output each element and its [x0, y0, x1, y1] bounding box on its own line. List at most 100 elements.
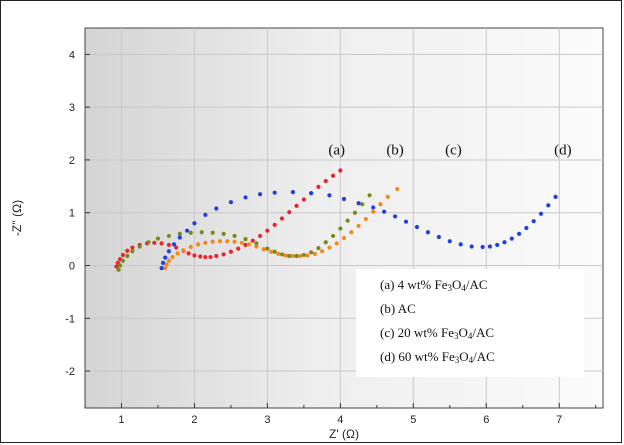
series-3-point: [228, 200, 234, 205]
series-2-point: [360, 202, 365, 207]
series-1-point: [341, 235, 347, 241]
y-tick-label: -1: [65, 313, 75, 325]
series-1-point: [283, 253, 288, 258]
series-3-point: [509, 236, 514, 241]
series-3-point: [403, 219, 409, 224]
series-3-point: [414, 224, 420, 230]
series-3-point: [356, 201, 361, 206]
legend-entry-mid: O: [452, 277, 462, 292]
legend-entry: (d) 60 wt% Fe3O4/AC: [380, 349, 495, 365]
series-0-point: [152, 240, 157, 245]
series-3-point: [436, 234, 441, 240]
series-3-point: [425, 230, 431, 235]
series-2-point: [210, 230, 215, 235]
series-3-point: [243, 195, 248, 200]
series-1-point: [276, 251, 281, 256]
series-1-point: [261, 247, 266, 252]
series-2-point: [330, 233, 336, 239]
y-tick-label: 1: [69, 208, 75, 220]
series-1-point: [349, 230, 354, 235]
legend-entry: (b) AC: [380, 301, 416, 317]
series-3-point: [341, 196, 347, 202]
series-0-point: [330, 173, 336, 178]
series-3-point: [163, 255, 168, 260]
series-3-point: [480, 244, 485, 250]
y-axis-title: -Z'' (Ω): [10, 200, 24, 236]
legend-entry-mid: O: [459, 349, 469, 364]
axis-ticks: [84, 53, 597, 408]
series-2-point: [367, 193, 372, 198]
series-0-point: [159, 241, 164, 246]
series-2-point: [309, 250, 314, 255]
series-3-point: [546, 203, 551, 208]
series-2-point: [188, 230, 193, 235]
series-3-point: [371, 205, 376, 210]
y-tick-label: -2: [65, 366, 75, 378]
series-1-point: [268, 249, 274, 254]
series-0-point: [338, 168, 343, 173]
series-0-point: [198, 254, 203, 259]
y-tick-label: 4: [69, 49, 75, 61]
series-1-point: [175, 251, 180, 256]
series-3-point: [382, 209, 387, 214]
series-1-point: [334, 241, 339, 246]
series-2-point: [338, 226, 343, 231]
series-0-point: [214, 253, 219, 259]
series-3-point: [159, 266, 164, 271]
legend-entry-sub2: 4: [461, 283, 466, 293]
legend-entry-sub1: 3: [447, 283, 453, 293]
x-tick-label: 1: [118, 414, 124, 426]
series-1-point: [356, 223, 361, 229]
legend-entry-tail: /AC: [473, 349, 495, 364]
series-1-point: [225, 239, 230, 244]
y-tick-label: 3: [69, 102, 75, 114]
series-2-point: [301, 252, 306, 258]
series-1-point: [395, 186, 400, 192]
series-2-point: [265, 246, 270, 251]
series-0-point: [174, 245, 179, 250]
y-tick-label: 2: [69, 155, 75, 167]
legend-entry-text: (a) 4 wt% Fe: [380, 277, 448, 292]
series-1-point: [305, 253, 310, 258]
series-0-point: [272, 222, 277, 227]
series-3-points: [159, 190, 558, 271]
series-1-point: [188, 244, 193, 250]
series-2-points: [116, 193, 372, 272]
series-2-point: [294, 253, 299, 259]
series-1-point: [181, 248, 186, 253]
legend-entry: (c) 20 wt% Fe3O4/AC: [380, 325, 494, 341]
series-3-point: [502, 240, 507, 245]
series-0-point: [192, 253, 197, 258]
series-0-point: [228, 249, 234, 254]
series-0-points: [114, 168, 343, 269]
y-tick-label: 0: [69, 261, 75, 273]
series-2-point: [323, 240, 328, 245]
series-2-point: [177, 231, 182, 236]
series-1-point: [254, 244, 259, 249]
series-1-points: [163, 186, 400, 271]
series-3-point: [524, 225, 529, 231]
series-2-point: [137, 244, 142, 249]
series-1-point: [239, 240, 244, 245]
series-1-point: [210, 239, 215, 244]
series-1-point: [195, 242, 201, 247]
curve-tag-label: (b): [386, 143, 404, 159]
series-3-point: [309, 191, 314, 196]
legend-entry-tail: /AC: [465, 277, 488, 292]
series-3-point: [458, 242, 463, 247]
series-3-point: [447, 239, 452, 244]
series-3-point: [487, 244, 493, 249]
series-3-point: [290, 190, 296, 195]
legend-entry-sub2: 4: [467, 331, 473, 341]
series-3-point: [203, 212, 208, 217]
series-3-point: [495, 242, 500, 248]
series-3-point: [171, 242, 177, 247]
series-2-point: [221, 231, 226, 236]
series-1-point: [385, 194, 390, 199]
series-1-point: [232, 239, 237, 244]
series-0-point: [221, 252, 226, 257]
series-1-point: [290, 253, 296, 259]
series-2-point: [352, 210, 358, 215]
